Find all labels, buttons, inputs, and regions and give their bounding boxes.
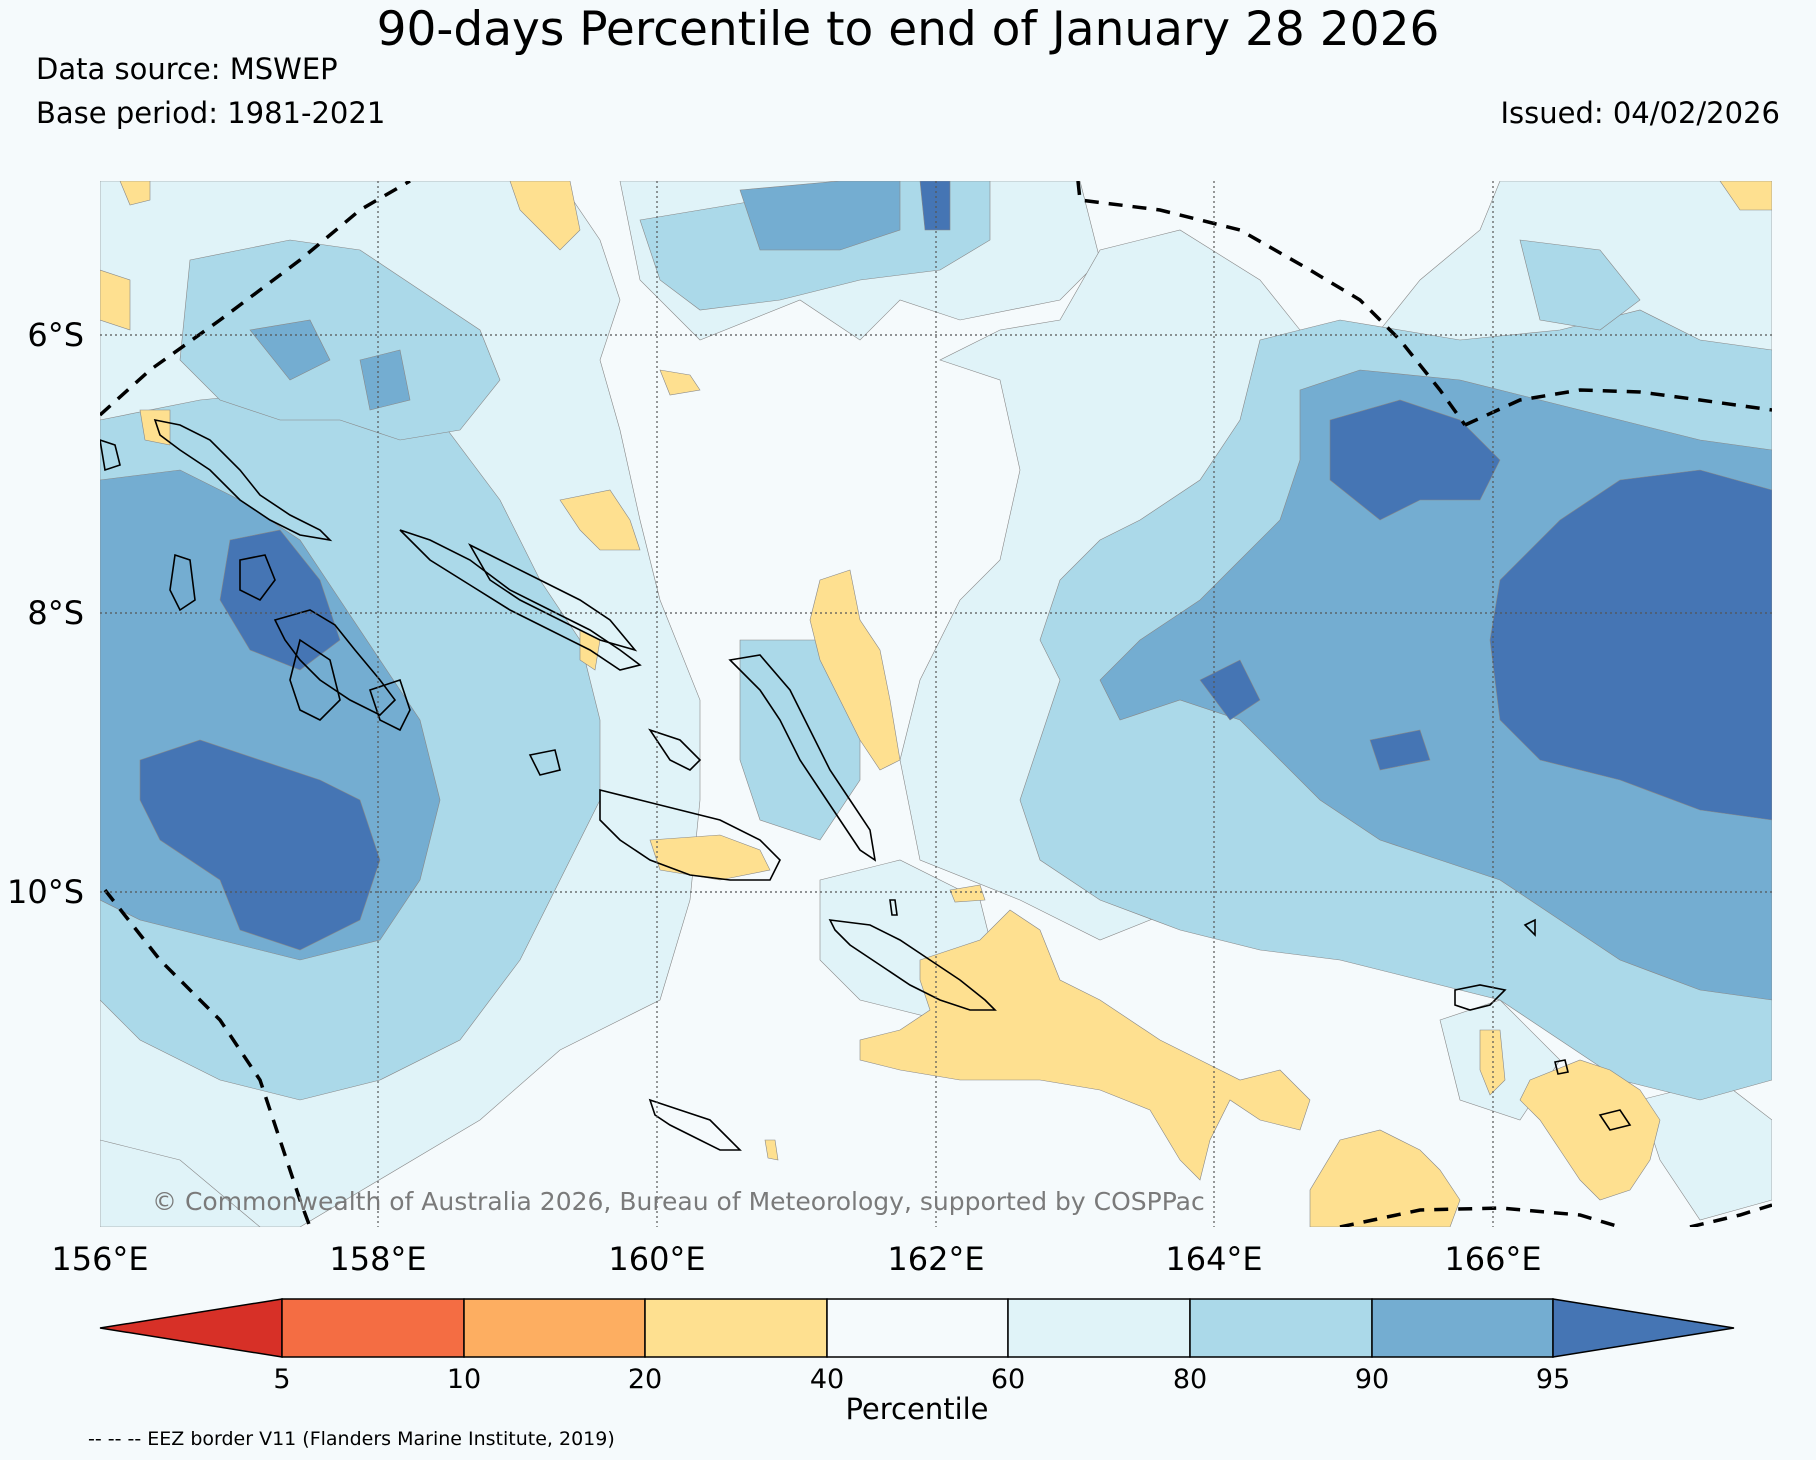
colorbar-segment-60-80 [1007,1298,1191,1358]
colorbar-tick: 90 [1355,1364,1389,1395]
band-20-40 [100,181,1772,1227]
colorbar-tick: 5 [273,1364,290,1395]
eez-borders [100,181,1772,1227]
colorbar-tick: 20 [628,1364,662,1395]
lon-label-166e: 166°E [1444,1240,1541,1278]
colorbar-segment-5-10 [281,1298,465,1358]
colorbar-tick: 95 [1536,1364,1570,1395]
colorbar-tick: 40 [810,1364,844,1395]
graticule [100,181,1772,1227]
band-gt95 [139,181,1772,951]
colorbar [99,1298,1735,1358]
copyright-text: © Commonwealth of Australia 2026, Bureau… [152,1187,1205,1216]
lon-label-162e: 162°E [887,1240,984,1278]
data-source-text: Data source: MSWEP [36,52,338,86]
issued-date-text: Issued: 04/02/2026 [1500,96,1780,130]
base-period-text: Base period: 1981-2021 [36,96,386,130]
coastlines [100,418,1632,1151]
lat-label-10s: 10°S [7,873,84,911]
colorbar-segment-10-20 [463,1298,646,1358]
map-plot-area: © Commonwealth of Australia 2026, Bureau… [100,181,1772,1227]
lon-label-164e: 164°E [1165,1240,1262,1278]
eez-footnote: -- -- -- EEZ border V11 (Flanders Marine… [88,1428,615,1450]
lon-label-160e: 160°E [608,1240,705,1278]
lat-label-8s: 8°S [27,594,84,632]
colorbar-tick: 60 [991,1364,1025,1395]
colorbar-label: Percentile [845,1392,988,1426]
lon-label-158e: 158°E [329,1240,426,1278]
colorbar-segment-20-40 [644,1298,828,1358]
lon-label-156e: 156°E [51,1240,148,1278]
colorbar-segment-gt95 [1552,1298,1735,1358]
colorbar-tick: 80 [1173,1364,1207,1395]
colorbar-segment-40-60 [826,1298,1009,1358]
colorbar-segment-lt5 [99,1298,283,1358]
map-title: 90-days Percentile to end of January 28 … [376,2,1440,57]
colorbar-segment-80-90 [1189,1298,1373,1358]
colorbar-segment-90-95 [1371,1298,1554,1358]
lat-label-6s: 6°S [27,316,84,354]
colorbar-tick: 10 [447,1364,481,1395]
